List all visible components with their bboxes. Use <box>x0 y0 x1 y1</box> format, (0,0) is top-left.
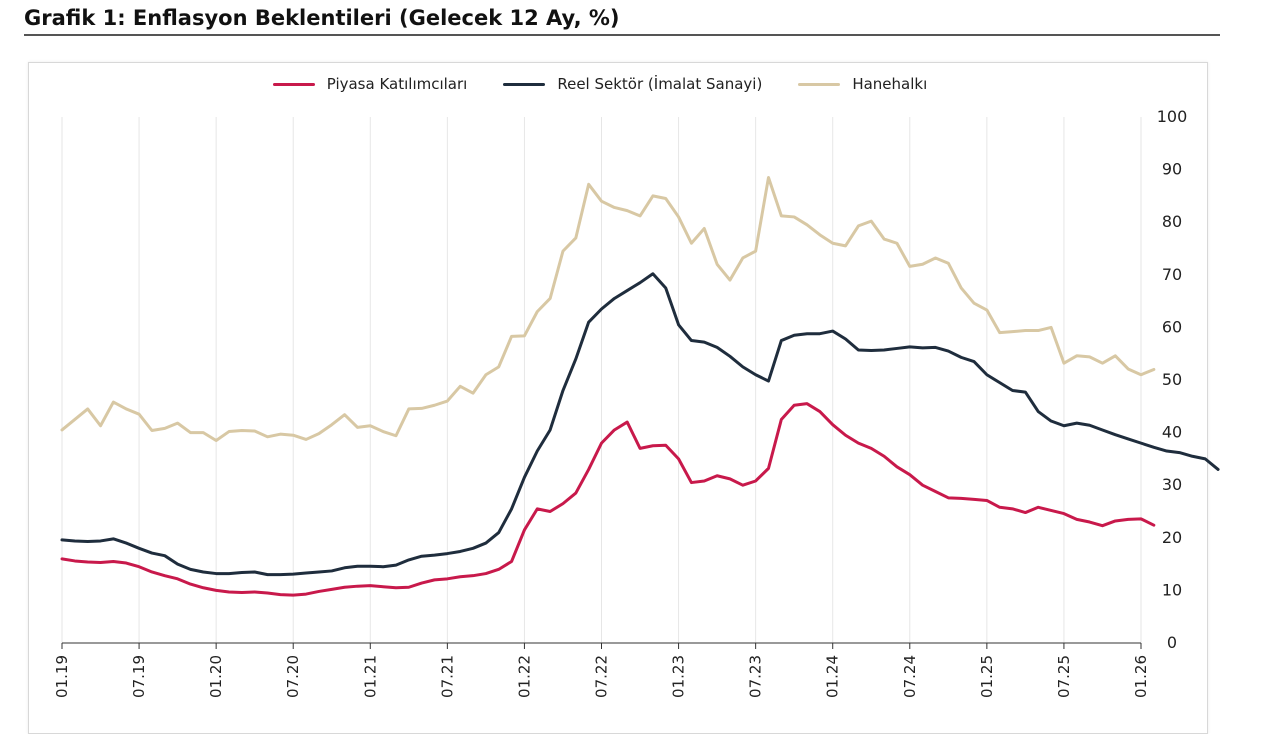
chart-title: Grafik 1: Enflasyon Beklentileri (Gelece… <box>24 6 620 30</box>
legend-label-reel-sektor: Reel Sektör (İmalat Sanayi) <box>557 75 763 93</box>
y-tick-label: 100 <box>1157 107 1188 126</box>
x-tick-label: 07.24 <box>901 655 919 698</box>
x-tick-label: 01.23 <box>670 655 688 698</box>
x-tick-label: 01.20 <box>207 655 225 698</box>
y-tick-label: 10 <box>1162 580 1182 599</box>
legend-swatch-hanehalki <box>798 82 841 86</box>
x-tick-label: 07.20 <box>284 655 302 698</box>
x-tick-label: 07.25 <box>1055 655 1073 698</box>
chart-frame <box>28 62 1208 734</box>
legend-swatch-piyasa <box>272 82 315 86</box>
legend-label-hanehalki: Hanehalkı <box>852 75 928 93</box>
legend-swatch-reel-sektor <box>503 82 546 86</box>
chart-legend: Piyasa Katılımcıları Reel Sektör (İmalat… <box>0 75 1200 93</box>
y-tick-label: 70 <box>1162 265 1182 284</box>
series-line-0 <box>60 402 1156 597</box>
x-tick-label: 01.21 <box>361 655 379 698</box>
x-tick-label: 07.22 <box>593 655 611 698</box>
legend-item-piyasa: Piyasa Katılımcıları <box>272 75 468 93</box>
x-tick-label: 01.25 <box>978 655 996 698</box>
y-tick-label: 90 <box>1162 160 1182 179</box>
y-tick-label: 60 <box>1162 317 1182 336</box>
x-tick-label: 01.22 <box>515 655 533 698</box>
title-rule <box>24 34 1220 36</box>
y-tick-label: 0 <box>1167 633 1177 652</box>
x-tick-label: 01.19 <box>53 655 71 698</box>
y-tick-label: 30 <box>1162 475 1182 494</box>
legend-item-reel-sektor: Reel Sektör (İmalat Sanayi) <box>503 75 762 93</box>
y-tick-label: 50 <box>1162 370 1182 389</box>
y-tick-label: 20 <box>1162 528 1182 547</box>
legend-label-piyasa: Piyasa Katılımcıları <box>326 75 468 93</box>
x-tick-label: 01.26 <box>1132 655 1150 698</box>
x-tick-label: 07.19 <box>130 655 148 698</box>
y-tick-label: 80 <box>1162 212 1182 231</box>
series-line-1 <box>60 272 1220 577</box>
x-tick-label: 07.21 <box>438 655 456 698</box>
y-tick-label: 40 <box>1162 423 1182 442</box>
x-tick-label: 07.23 <box>747 655 765 698</box>
series-line-2 <box>60 175 1156 442</box>
x-tick-label: 01.24 <box>824 655 842 698</box>
legend-item-hanehalki: Hanehalkı <box>798 75 927 93</box>
